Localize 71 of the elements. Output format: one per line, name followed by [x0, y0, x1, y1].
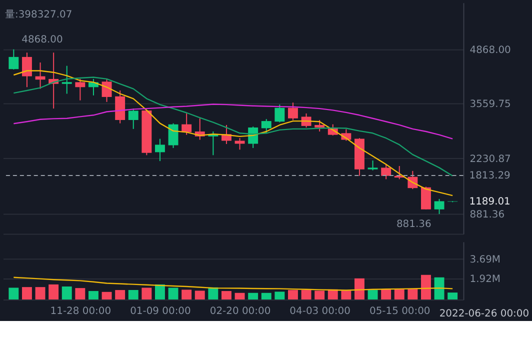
candlestick [128, 108, 138, 130]
bar [35, 287, 46, 300]
bar [62, 286, 72, 300]
bar [88, 291, 98, 300]
bar [22, 287, 32, 300]
bar [234, 292, 245, 300]
candlestick [261, 118, 272, 134]
candlestick [75, 78, 86, 101]
x-tick-label: 02-20 00:00 [210, 306, 271, 317]
bar [75, 288, 86, 300]
annotation: 量:398327.07 [4, 10, 72, 21]
bar [168, 288, 178, 300]
bar [261, 292, 272, 300]
candlestick [62, 65, 72, 94]
bar [182, 290, 192, 300]
bar [434, 277, 444, 300]
annotation: 1189.01 [469, 196, 510, 208]
text: 2022-06-26 00:00 [439, 308, 530, 320]
line-series [13, 276, 454, 291]
y-tick-label: 4868.00 [470, 44, 511, 56]
bar [115, 290, 126, 300]
bar [448, 292, 458, 300]
bar [102, 292, 112, 300]
x-tick-label: 04-03 00:00 [290, 306, 350, 317]
bar [354, 278, 364, 300]
candlestick [182, 112, 192, 136]
y-tick-label: 3559.75 [470, 98, 511, 110]
candlestick [102, 78, 112, 102]
y-tick-label: 2230.87 [470, 154, 511, 165]
candlestick [314, 120, 325, 132]
bar [301, 290, 312, 300]
bar [314, 290, 325, 300]
bar [48, 284, 59, 300]
ref-line-label: 1813.29 [469, 170, 510, 182]
x-tick-label: 05-15 00:00 [369, 306, 430, 317]
bar [420, 274, 431, 300]
bar [274, 292, 285, 300]
x-tick-label: 01-09 00:00 [130, 306, 191, 317]
bar [128, 290, 138, 300]
candlestick [274, 104, 285, 123]
y-tick-label: 1.92M [470, 274, 500, 285]
line-series [13, 76, 454, 176]
candlestick [420, 186, 431, 210]
bar [194, 290, 205, 300]
bar [394, 289, 404, 300]
bar [288, 290, 298, 300]
candlestick [8, 48, 19, 70]
candlestick [22, 52, 32, 88]
candlestick [434, 198, 444, 215]
y-tick-label: 881.36 [470, 209, 505, 220]
candlestick [35, 62, 46, 90]
bar [142, 288, 152, 300]
candlestick [154, 138, 165, 162]
x-tick-label: 11-28 00:00 [50, 306, 112, 317]
candlestick [168, 122, 178, 148]
bar [381, 289, 392, 300]
annotation: 881.36 [396, 218, 432, 230]
candlestick [288, 102, 298, 121]
bar [341, 290, 352, 300]
bar [208, 287, 218, 300]
bar [248, 292, 258, 300]
annotation: 4868.00 [22, 34, 63, 46]
candlestick [115, 90, 126, 124]
bar [368, 290, 378, 300]
y-tick-label: 3.69M [470, 254, 500, 266]
bar [221, 291, 232, 300]
candlestick [381, 164, 392, 180]
bar [154, 284, 165, 300]
candlestick [368, 160, 378, 171]
bar [8, 288, 19, 300]
bar [408, 289, 418, 300]
